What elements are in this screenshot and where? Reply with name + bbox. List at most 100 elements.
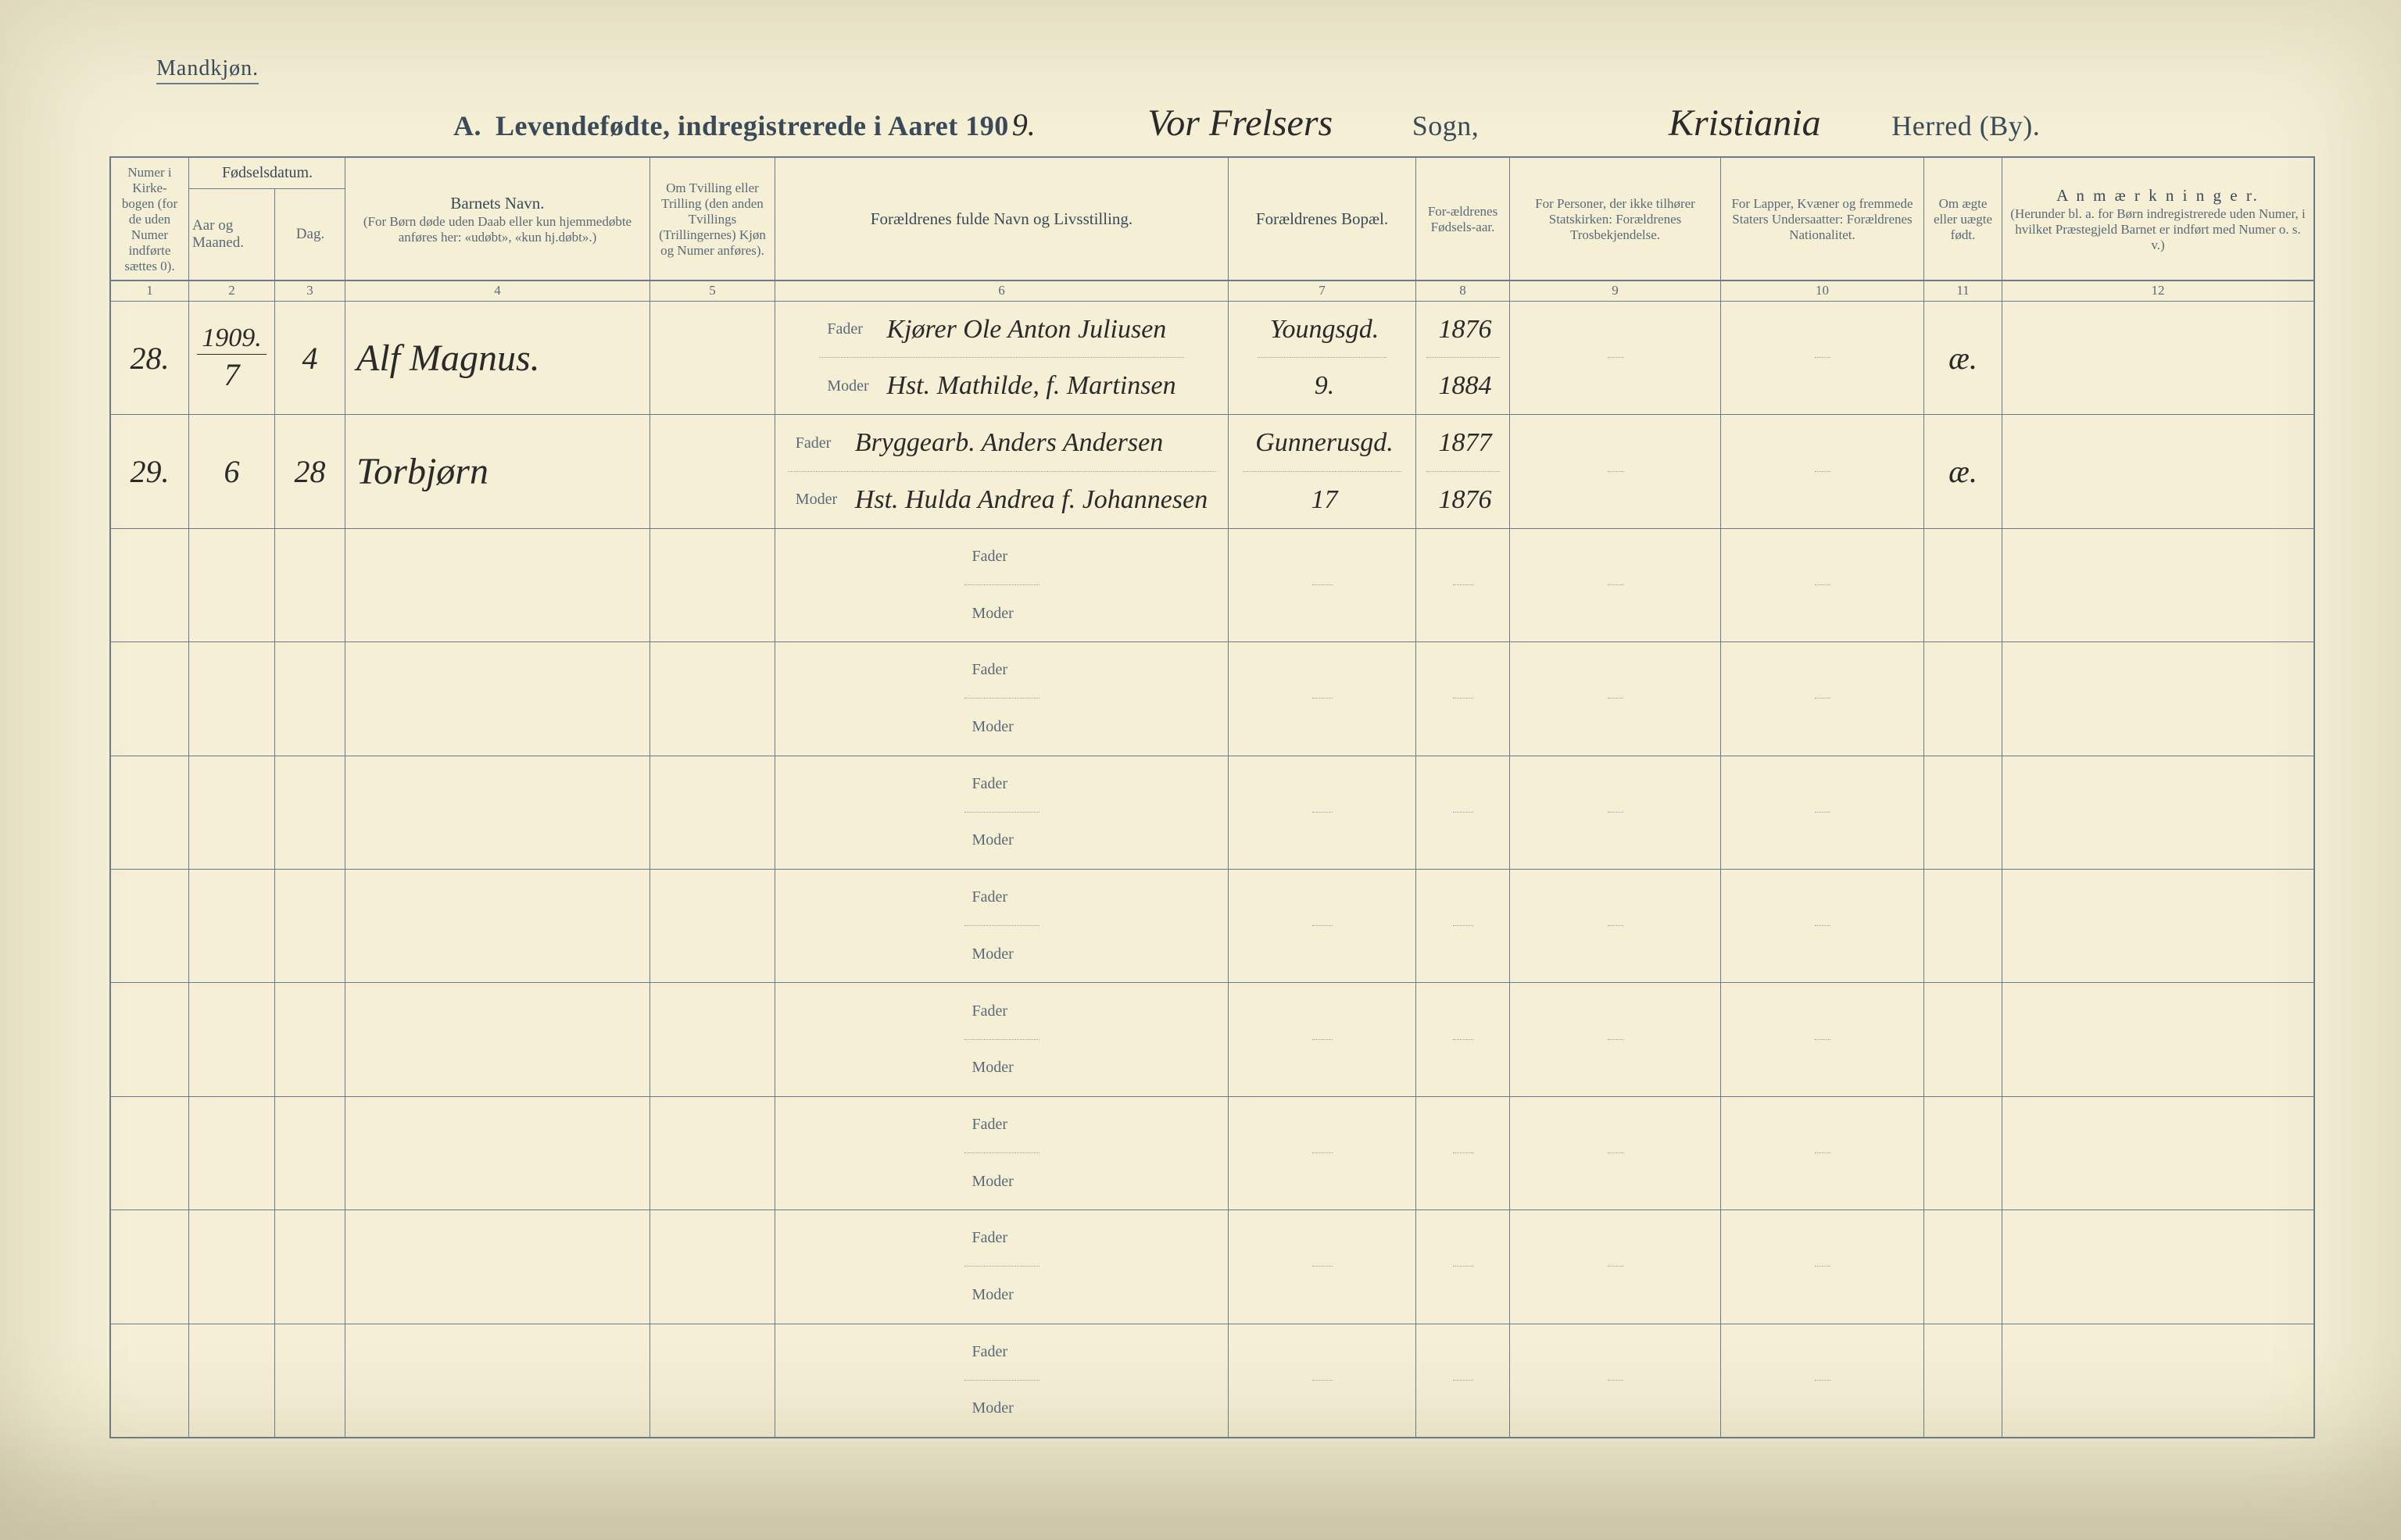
father-name: Bryggearb. Anders Andersen	[850, 428, 1208, 458]
day-value: 4	[302, 340, 318, 377]
cell-legitimacy	[1924, 1097, 2002, 1209]
mother-birthyear: 1884	[1434, 371, 1492, 401]
cell-twin	[650, 1210, 775, 1323]
cell-residence	[1229, 529, 1416, 641]
cell-parent-birthyears	[1416, 1210, 1510, 1323]
cell-residence	[1229, 983, 1416, 1095]
cell-child-name	[345, 642, 650, 755]
col-header-3: Dag.	[275, 189, 345, 280]
cell-record-number	[111, 1210, 189, 1323]
table-row: FaderModer	[111, 1097, 2313, 1210]
table-row: FaderModer	[111, 756, 2313, 870]
colnum-8: 8	[1416, 281, 1510, 301]
month-value: 6	[224, 453, 240, 490]
cell-twin	[650, 529, 775, 641]
cell-day	[275, 1210, 345, 1323]
ledger-table: Numer i Kirke-bogen (for de uden Numer i…	[109, 156, 2315, 1438]
fader-label: Fader	[796, 434, 850, 452]
cell-legitimacy	[1924, 1210, 2002, 1323]
cell-nationality	[1721, 756, 1924, 869]
cell-twin	[650, 1324, 775, 1437]
moder-label: Moder	[972, 1286, 1027, 1304]
col-header-date-group: Fødselsdatum.	[189, 158, 345, 189]
child-name: Alf Magnus.	[352, 337, 540, 380]
cell-remarks	[2002, 1210, 2313, 1323]
sogn-handwritten: Vor Frelsers	[1100, 102, 1381, 145]
cell-faith	[1510, 529, 1721, 641]
cell-year-month	[189, 529, 275, 641]
colnum-4: 4	[345, 281, 650, 301]
cell-faith	[1510, 756, 1721, 869]
year-handwritten: 9.	[1009, 106, 1053, 143]
cell-year-month	[189, 1210, 275, 1323]
cell-nationality	[1721, 1210, 1924, 1323]
cell-parent-birthyears	[1416, 529, 1510, 641]
cell-record-number	[111, 642, 189, 755]
cell-day	[275, 529, 345, 641]
father-birthyear: 1876	[1434, 315, 1492, 345]
cell-parent-birthyears	[1416, 1097, 1510, 1209]
cell-nationality	[1721, 529, 1924, 641]
cell-child-name	[345, 756, 650, 869]
fader-label: Fader	[972, 775, 1027, 793]
cell-day	[275, 1097, 345, 1209]
col-header-2-3-group: Fødselsdatum. Aar og Maaned. Dag.	[189, 158, 345, 280]
cell-child-name: Alf Magnus.	[345, 302, 650, 414]
ledger-page: Mandkjøn. A. Levendefødte, indregistrere…	[0, 0, 2401, 1540]
cell-parents: FaderModer	[775, 529, 1229, 641]
cell-parents: FaderBryggearb. Anders AndersenModerHst.…	[775, 415, 1229, 527]
col-header-10: For Lapper, Kvæner og fremmede Staters U…	[1721, 158, 1924, 280]
cell-record-number	[111, 756, 189, 869]
cell-record-number	[111, 870, 189, 982]
cell-nationality	[1721, 302, 1924, 414]
table-row: FaderModer	[111, 983, 2313, 1096]
cell-nationality	[1721, 415, 1924, 527]
cell-year-month	[189, 870, 275, 982]
ledger-header: Numer i Kirke-bogen (for de uden Numer i…	[111, 158, 2313, 281]
cell-faith	[1510, 302, 1721, 414]
cell-year-month	[189, 1097, 275, 1209]
cell-parent-birthyears	[1416, 1324, 1510, 1437]
col-header-11: Om ægte eller uægte født.	[1924, 158, 2002, 280]
colnum-12: 12	[2002, 281, 2313, 301]
cell-child-name	[345, 870, 650, 982]
moder-label: Moder	[827, 377, 882, 395]
moder-label: Moder	[796, 491, 850, 509]
cell-residence	[1229, 1210, 1416, 1323]
moder-label: Moder	[972, 718, 1027, 736]
col-header-1: Numer i Kirke-bogen (for de uden Numer i…	[111, 158, 189, 280]
cell-remarks	[2002, 870, 2313, 982]
cell-twin	[650, 870, 775, 982]
year-value: 1909.	[197, 323, 267, 355]
col-header-12: A n m æ r k n i n g e r. (Herunder bl. a…	[2002, 158, 2313, 280]
table-row: 28.1909.74Alf Magnus.FaderKjører Ole Ant…	[111, 302, 2313, 415]
cell-record-number	[111, 529, 189, 641]
moder-label: Moder	[972, 1059, 1027, 1077]
cell-day	[275, 756, 345, 869]
cell-record-number: 28.	[111, 302, 189, 414]
herred-label: Herred (By).	[1891, 109, 2040, 142]
cell-twin	[650, 1097, 775, 1209]
moder-label: Moder	[972, 945, 1027, 963]
cell-parents: Fader Moder	[775, 642, 1229, 755]
cell-legitimacy	[1924, 756, 2002, 869]
fader-label: Fader	[972, 661, 1027, 679]
cell-twin	[650, 302, 775, 414]
colnum-11: 11	[1924, 281, 2002, 301]
cell-parents: FaderModer	[775, 983, 1229, 1095]
cell-parents: FaderModer	[775, 1210, 1229, 1323]
col-header-6: Forældrenes fulde Navn og Livsstilling.	[775, 158, 1229, 280]
cell-child-name	[345, 1324, 650, 1437]
cell-nationality	[1721, 1097, 1924, 1209]
cell-legitimacy	[1924, 983, 2002, 1095]
cell-faith	[1510, 1210, 1721, 1323]
residence-bottom: 17	[1251, 485, 1394, 515]
cell-twin	[650, 415, 775, 527]
month-value: 7	[224, 356, 240, 393]
cell-record-number	[111, 1324, 189, 1437]
colnum-6: 6	[775, 281, 1229, 301]
cell-parent-birthyears	[1416, 642, 1510, 755]
cell-year-month: 6	[189, 415, 275, 527]
cell-nationality	[1721, 1324, 1924, 1437]
ledger-body: 28.1909.74Alf Magnus.FaderKjører Ole Ant…	[111, 302, 2313, 1437]
